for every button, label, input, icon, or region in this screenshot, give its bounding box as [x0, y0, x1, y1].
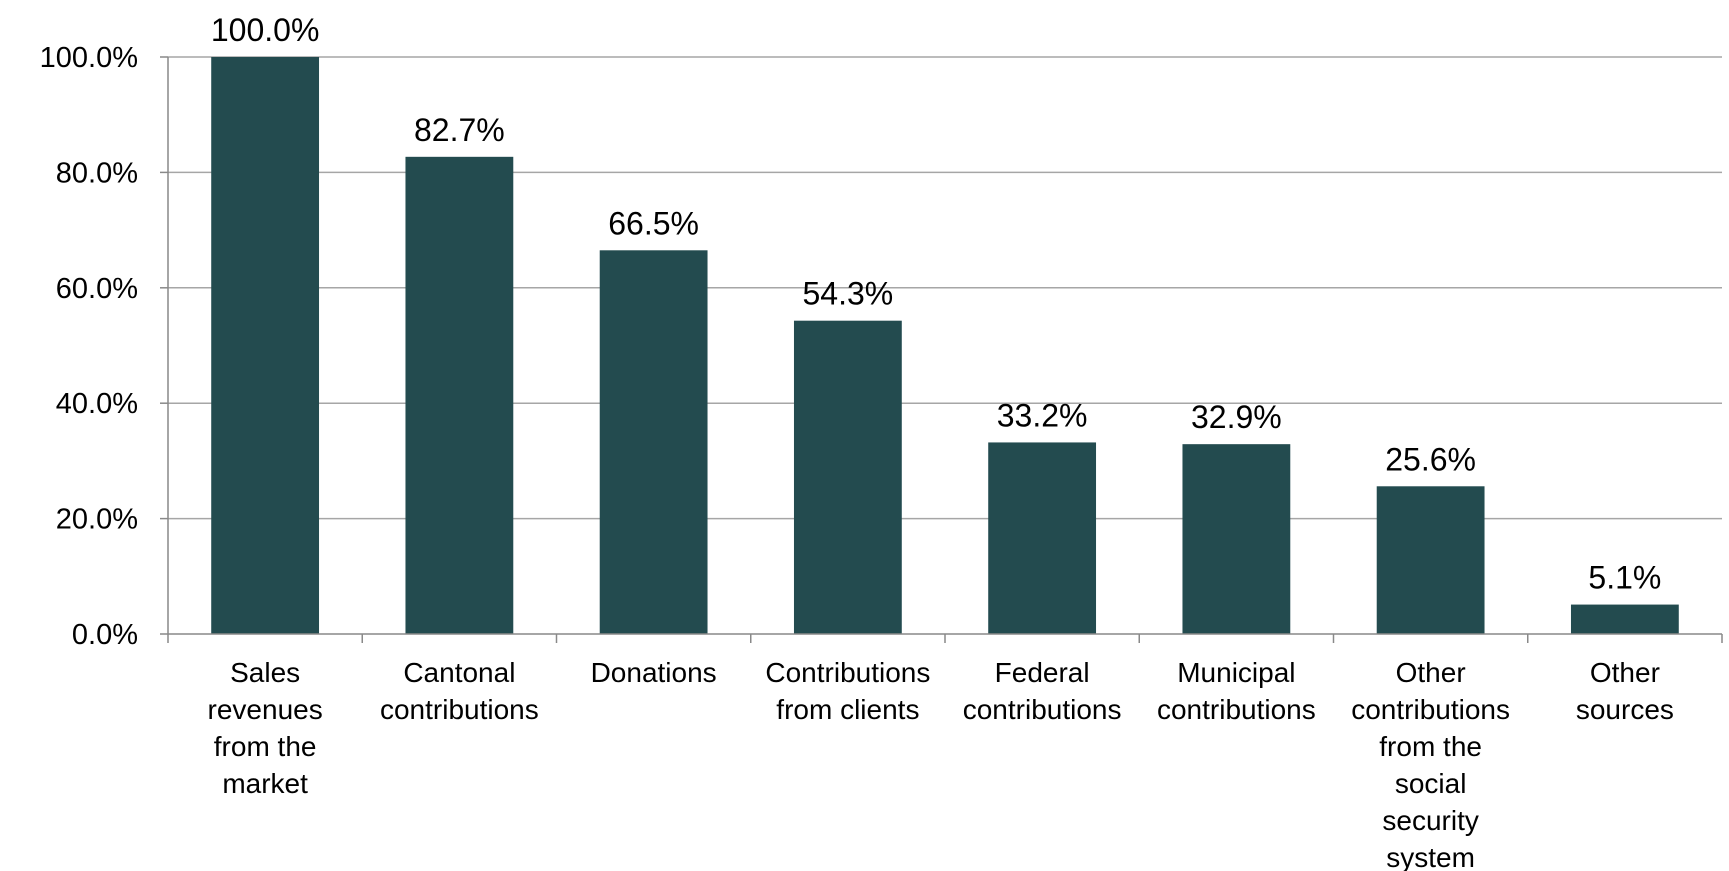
data-label: 66.5% [608, 205, 699, 241]
data-label: 32.9% [1191, 399, 1282, 435]
bar [405, 156, 514, 635]
data-labels: 100.0% 82.7% 66.5% 54.3% 33.2% 32.9% 25.6% 5.1% [211, 12, 1661, 596]
x-axis-category-label: Other sources [1576, 657, 1674, 725]
x-axis-category-label: Contributions from clients [765, 657, 930, 725]
y-axis-tick-labels: 0.0% 20.0% 40.0% 60.0% 80.0% 100.0% [40, 42, 138, 651]
bar [1182, 444, 1291, 634]
x-axis-category-label: Donations [591, 657, 717, 688]
bar [1570, 604, 1679, 634]
bars [211, 57, 1679, 635]
bar [211, 57, 320, 634]
data-label: 82.7% [414, 112, 505, 148]
data-label: 5.1% [1588, 560, 1661, 596]
bar [793, 320, 902, 634]
x-axis-category-label: Federal contributions [963, 657, 1122, 725]
category-labels: Sales revenues from the market Cantonal contr… [208, 657, 1674, 871]
gridlines [168, 56, 1722, 520]
x-axis-category-label: Sales revenues from the market [208, 657, 323, 799]
y-axis-tick-label: 0.0% [72, 619, 138, 651]
data-label: 100.0% [211, 12, 320, 48]
bar [599, 250, 708, 635]
y-axis-tick-label: 60.0% [56, 273, 138, 305]
y-axis-tick-label: 40.0% [56, 388, 138, 420]
bar [988, 442, 1097, 634]
bar [1376, 486, 1485, 634]
x-axis-category-label: Other contributions from the social security… [1351, 657, 1510, 871]
y-axis-tick-label: 80.0% [56, 157, 138, 189]
data-label: 25.6% [1385, 441, 1476, 477]
y-axis-tick-label: 20.0% [56, 504, 138, 536]
data-label: 33.2% [997, 397, 1088, 433]
x-axis-category-label: Municipal contributions [1157, 657, 1316, 725]
x-axis [160, 56, 1723, 643]
x-axis-category-label: Cantonal contributions [380, 657, 539, 725]
y-axis-tick-label: 100.0% [40, 42, 138, 74]
data-label: 54.3% [803, 276, 894, 312]
